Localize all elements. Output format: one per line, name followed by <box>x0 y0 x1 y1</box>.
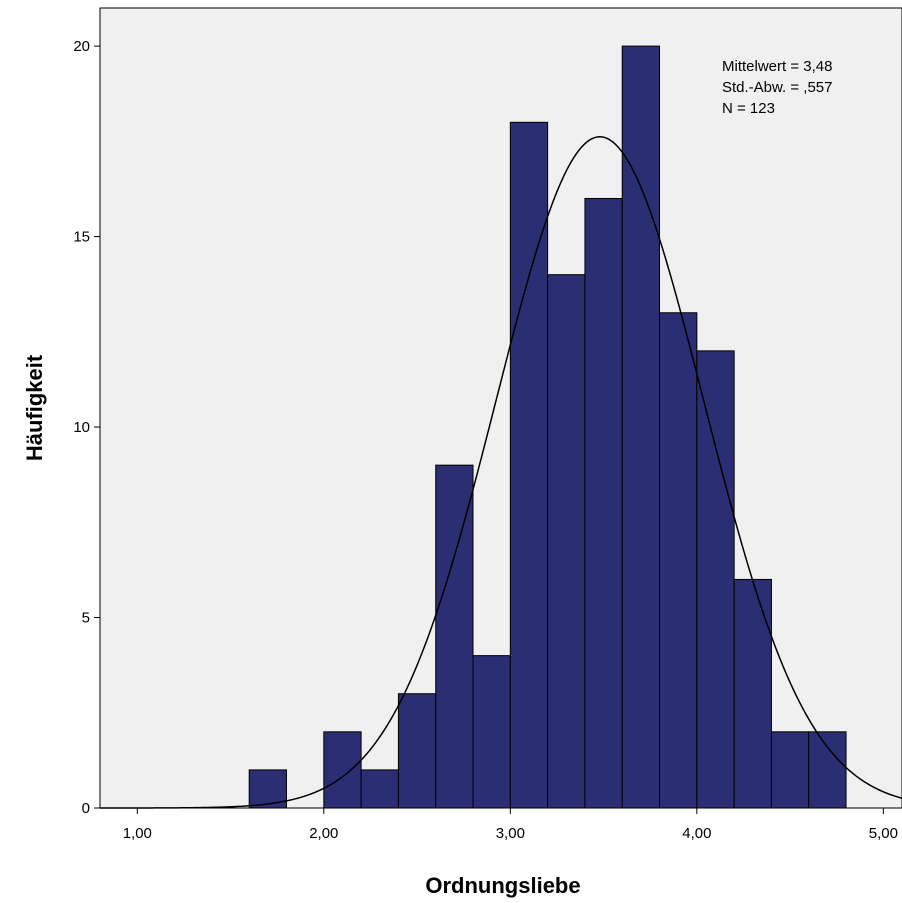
histogram-bar <box>323 731 362 809</box>
x-axis-title: Ordnungsliebe <box>425 873 580 898</box>
histogram-bar <box>808 731 847 809</box>
x-tick-label: 5,00 <box>869 825 898 842</box>
y-tick-label: 0 <box>82 800 90 817</box>
y-axis: 0 5 10 15 20 <box>73 38 100 817</box>
y-tick-label: 15 <box>73 229 90 246</box>
histogram-bar <box>733 578 772 809</box>
y-tick-label: 20 <box>73 38 90 55</box>
histogram-bar <box>472 655 511 809</box>
y-tick-label: 10 <box>73 419 90 436</box>
histogram-bar <box>435 464 474 809</box>
x-tick-label: 1,00 <box>123 825 152 842</box>
histogram-bar <box>659 312 698 809</box>
histogram-bar <box>547 274 586 809</box>
y-axis-title: Häufigkeit <box>22 354 47 461</box>
x-tick-label: 3,00 <box>496 825 525 842</box>
normal-curve <box>100 136 902 809</box>
stat-n: N = 123 <box>722 100 775 117</box>
x-axis: 1,00 2,00 3,00 4,00 5,00 <box>123 808 898 842</box>
x-tick-label: 2,00 <box>309 825 338 842</box>
histogram-bar <box>397 693 437 809</box>
histogram-bar <box>509 121 549 809</box>
stat-mean: Mittelwert = 3,48 <box>722 58 832 75</box>
histogram-bar <box>770 731 810 809</box>
y-tick-label: 5 <box>82 610 90 627</box>
x-tick-label: 4,00 <box>682 825 711 842</box>
histogram-bar <box>696 350 735 809</box>
histogram-bar <box>360 769 399 809</box>
histogram-bars <box>248 45 847 809</box>
histogram-bar <box>621 45 661 809</box>
stat-sd: Std.-Abw. = ,557 <box>722 79 833 96</box>
histogram-bar <box>584 197 623 809</box>
